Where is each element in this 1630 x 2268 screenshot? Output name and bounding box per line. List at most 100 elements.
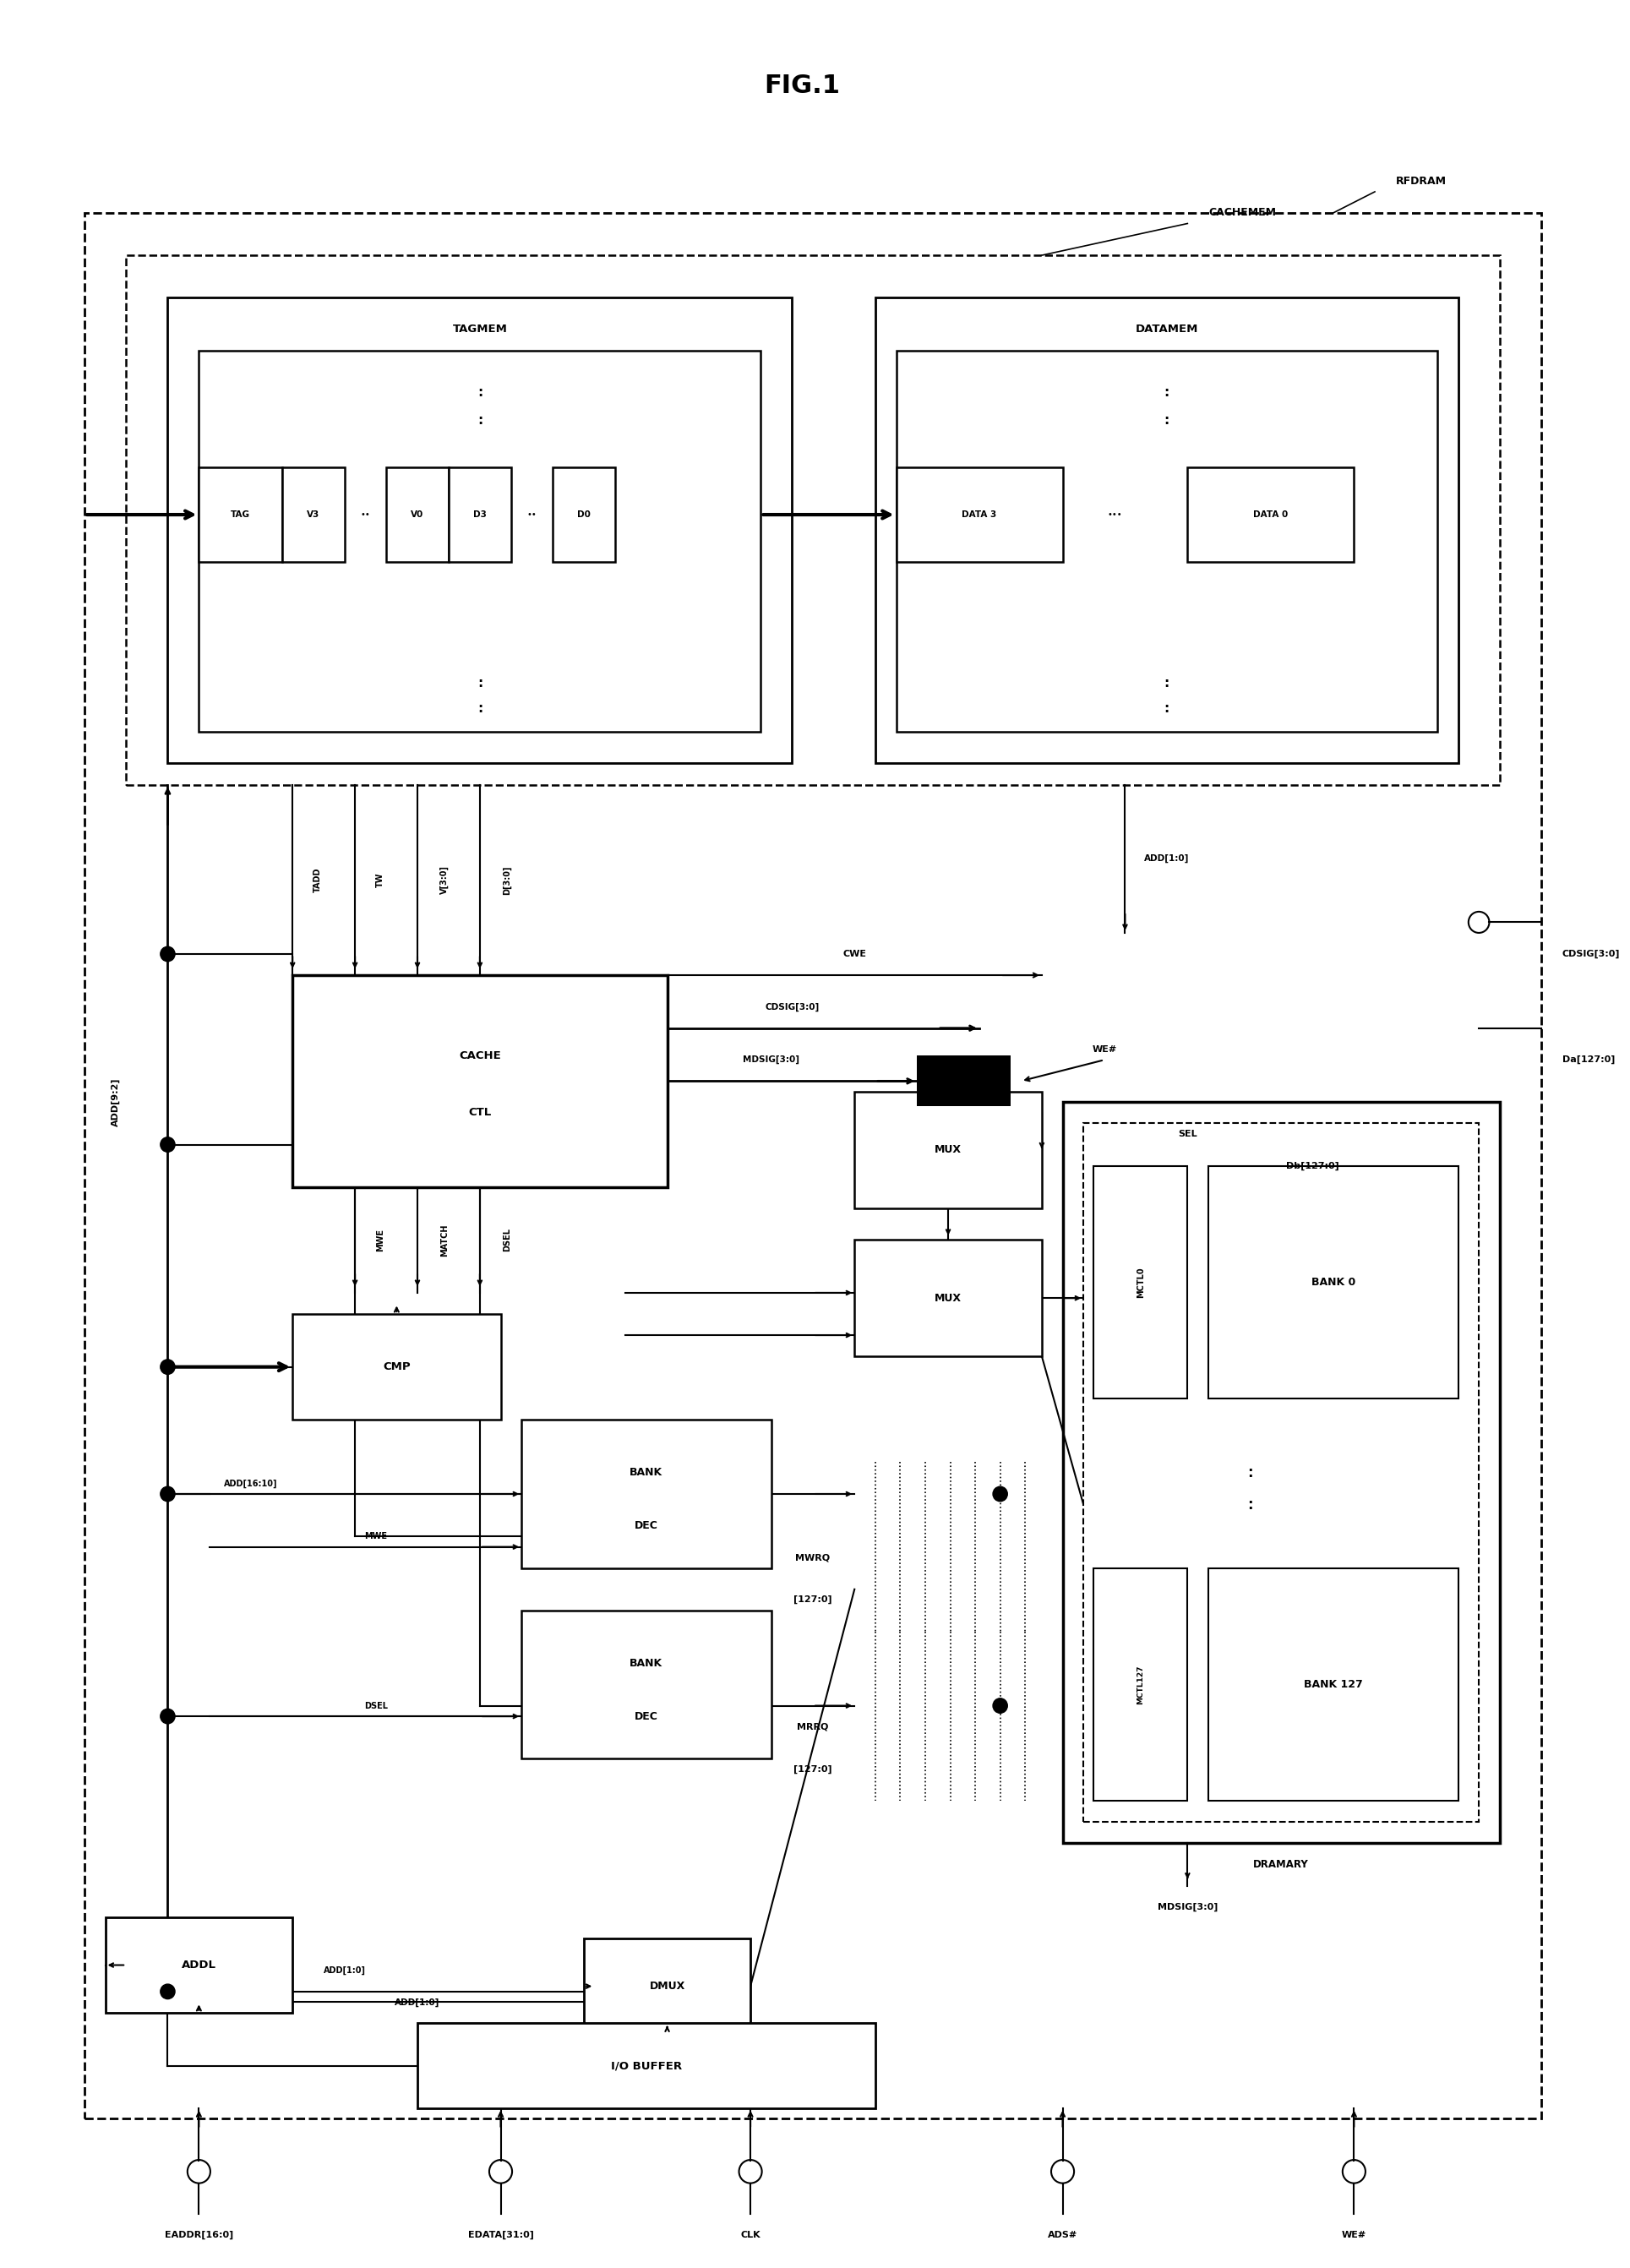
Text: [127:0]: [127:0] <box>794 1594 833 1603</box>
Circle shape <box>160 946 174 962</box>
Text: MRRQ: MRRQ <box>797 1724 828 1730</box>
Bar <box>1084 1123 1478 1821</box>
Text: BANK 0: BANK 0 <box>1311 1277 1355 1288</box>
Text: DRAMARY: DRAMARY <box>1253 1860 1309 1871</box>
Text: :: : <box>1247 1497 1253 1513</box>
Text: MUX: MUX <box>934 1293 962 1304</box>
Bar <box>918 1055 1011 1107</box>
Text: SEL: SEL <box>1178 1129 1196 1139</box>
Text: TAGMEM: TAGMEM <box>453 324 507 336</box>
Text: DEC: DEC <box>634 1520 659 1531</box>
Text: :: : <box>478 386 482 399</box>
Text: Db[127:0]: Db[127:0] <box>1286 1161 1338 1170</box>
Bar <box>85 213 1542 2118</box>
Circle shape <box>160 1708 174 1724</box>
Text: :: : <box>1164 676 1169 689</box>
Text: ADD[1:0]: ADD[1:0] <box>323 1966 365 1975</box>
Text: V3: V3 <box>306 510 319 519</box>
Text: :: : <box>478 415 482 426</box>
Bar <box>1063 1102 1500 1844</box>
Text: BANK 127: BANK 127 <box>1304 1678 1363 1690</box>
Text: ••: •• <box>360 510 370 519</box>
Bar <box>896 352 1438 733</box>
Text: CACHEMEM: CACHEMEM <box>1208 206 1276 218</box>
Text: D[3:0]: D[3:0] <box>502 866 512 894</box>
Text: MWE: MWE <box>377 1229 385 1252</box>
Bar <box>1094 1166 1188 1399</box>
Text: V0: V0 <box>411 510 424 519</box>
Text: D3: D3 <box>473 510 487 519</box>
Bar <box>875 297 1459 764</box>
Text: :: : <box>1164 415 1169 426</box>
Text: MDSIG[3:0]: MDSIG[3:0] <box>743 1055 800 1064</box>
Bar <box>854 1241 1042 1356</box>
Text: MATCH: MATCH <box>440 1225 448 1256</box>
Bar <box>199 467 282 562</box>
Text: TAG: TAG <box>231 510 251 519</box>
Text: MDSIG[3:0]: MDSIG[3:0] <box>1157 1903 1218 1912</box>
Text: :: : <box>1247 1465 1253 1481</box>
Text: :: : <box>478 703 482 714</box>
Text: ••: •• <box>526 510 536 519</box>
Circle shape <box>160 1136 174 1152</box>
Bar <box>1208 1567 1459 1801</box>
Text: TADD: TADD <box>313 866 321 891</box>
Text: CWE: CWE <box>843 950 866 959</box>
Bar <box>292 1313 500 1420</box>
Bar <box>854 1091 1042 1209</box>
Text: EADDR[16:0]: EADDR[16:0] <box>165 2232 233 2239</box>
Text: CDSIG[3:0]: CDSIG[3:0] <box>1562 950 1620 959</box>
Text: BANK: BANK <box>629 1658 663 1669</box>
Text: ADD[1:0]: ADD[1:0] <box>1144 855 1190 864</box>
Text: CTL: CTL <box>468 1107 491 1118</box>
Bar <box>522 1610 771 1758</box>
Text: ADD[16:10]: ADD[16:10] <box>223 1479 277 1488</box>
Text: MUX: MUX <box>934 1145 962 1154</box>
Bar <box>292 975 667 1186</box>
Bar <box>448 467 512 562</box>
Text: I/O BUFFER: I/O BUFFER <box>611 2059 681 2071</box>
Text: MCTL0: MCTL0 <box>1136 1268 1144 1297</box>
Bar <box>1188 467 1355 562</box>
Text: CDSIG[3:0]: CDSIG[3:0] <box>764 1002 820 1012</box>
Text: DMUX: DMUX <box>649 1980 685 1991</box>
Text: V[3:0]: V[3:0] <box>440 866 448 894</box>
Text: ADS#: ADS# <box>1048 2232 1077 2239</box>
Text: DSEL: DSEL <box>502 1227 512 1252</box>
Text: CACHE: CACHE <box>460 1050 500 1061</box>
Text: FIG.1: FIG.1 <box>764 73 841 98</box>
Text: WE#: WE# <box>1092 1046 1117 1055</box>
Text: MCTL127: MCTL127 <box>1136 1665 1144 1703</box>
Text: DEC: DEC <box>634 1710 659 1721</box>
Text: MWE: MWE <box>365 1533 388 1540</box>
Text: DSEL: DSEL <box>363 1701 388 1710</box>
Text: ADD[9:2]: ADD[9:2] <box>111 1077 121 1127</box>
Bar <box>553 467 615 562</box>
Circle shape <box>993 1486 1007 1501</box>
Text: WE#: WE# <box>1341 2232 1366 2239</box>
Bar <box>126 256 1500 785</box>
Bar <box>386 467 448 562</box>
Text: CMP: CMP <box>383 1361 411 1372</box>
Text: EDATA[31:0]: EDATA[31:0] <box>468 2232 533 2239</box>
Bar <box>106 1916 292 2012</box>
Text: Da[127:0]: Da[127:0] <box>1562 1055 1615 1064</box>
Text: ADD[1:0]: ADD[1:0] <box>394 1998 440 2007</box>
Text: :: : <box>1164 703 1169 714</box>
Text: •••: ••• <box>1107 510 1121 519</box>
Text: ADDL: ADDL <box>181 1960 217 1971</box>
Bar <box>584 1939 750 2034</box>
Text: DATA 3: DATA 3 <box>962 510 998 519</box>
Text: [127:0]: [127:0] <box>794 1765 833 1774</box>
Text: BANK: BANK <box>629 1467 663 1479</box>
Text: CLK: CLK <box>740 2232 761 2239</box>
Circle shape <box>160 1984 174 1998</box>
Text: TW: TW <box>377 873 385 887</box>
Circle shape <box>993 1699 1007 1712</box>
Bar <box>168 297 792 764</box>
Text: D0: D0 <box>577 510 590 519</box>
Text: RFDRAM: RFDRAM <box>1395 175 1446 186</box>
Text: :: : <box>478 676 482 689</box>
Bar <box>896 467 1063 562</box>
Bar <box>282 467 344 562</box>
